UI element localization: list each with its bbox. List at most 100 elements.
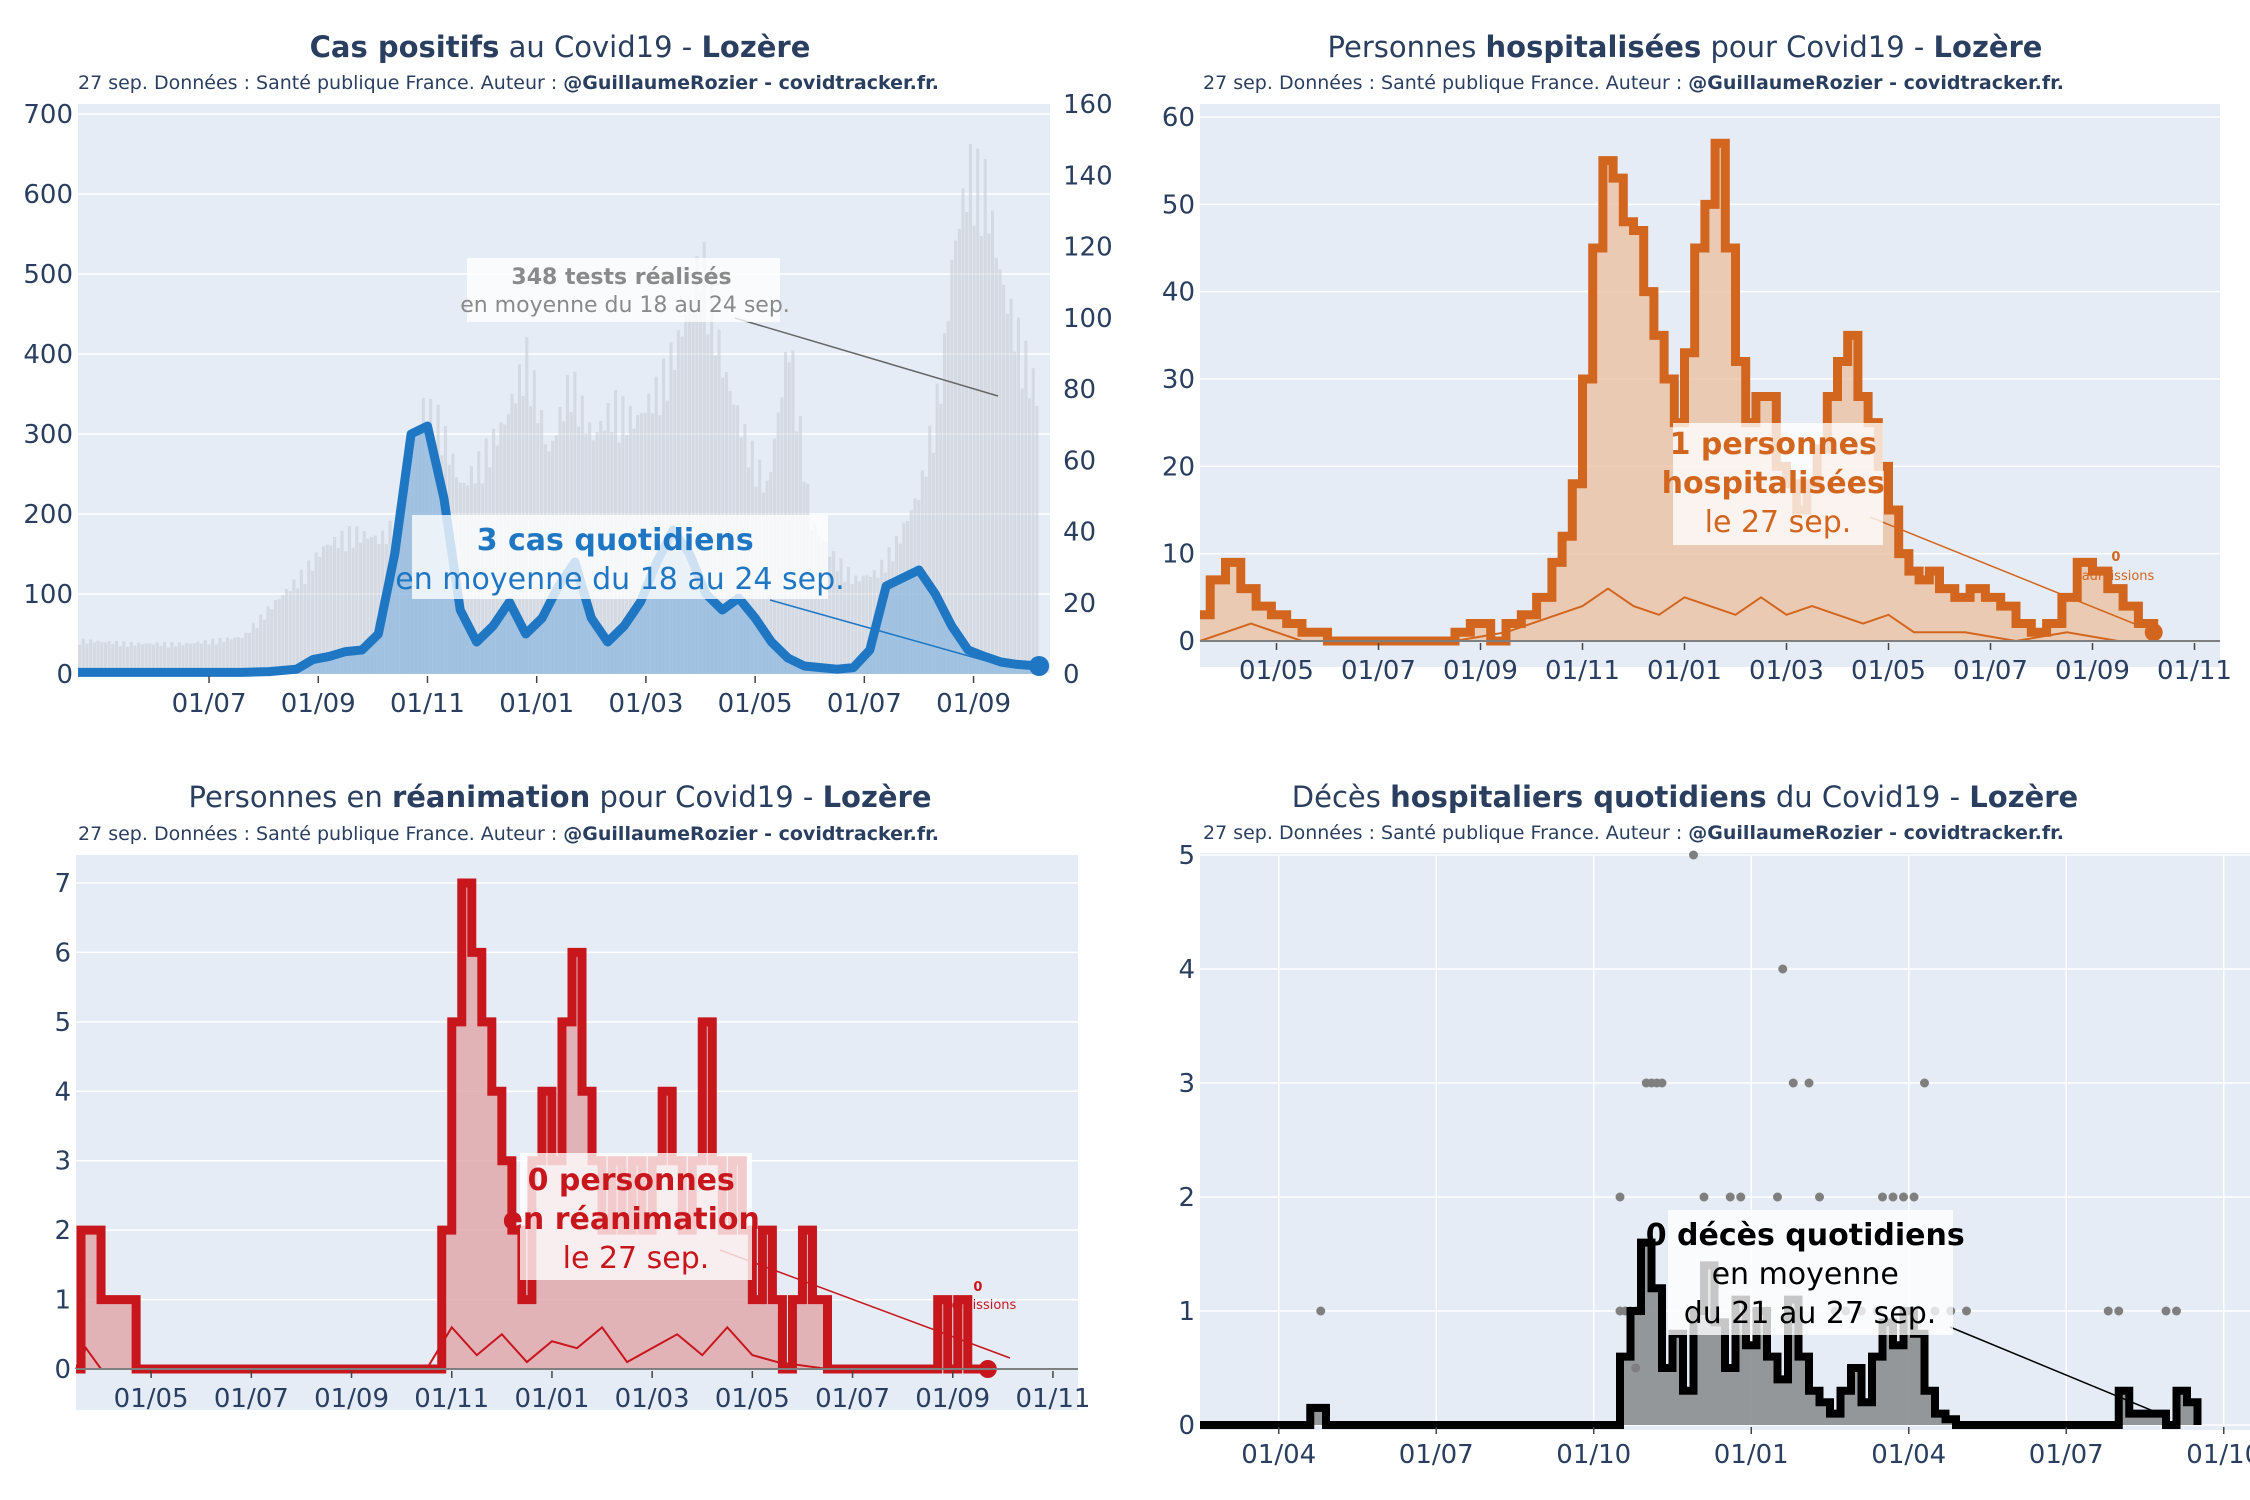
tests-bar — [207, 644, 211, 674]
tests-bar — [225, 637, 229, 674]
deces-point — [1920, 1078, 1929, 1088]
tests-bar — [151, 644, 156, 674]
hosp-annotation-arrow — [1869, 516, 2141, 627]
deces-point — [1788, 1078, 1798, 1088]
x-axis-ticks: 01/05 01/07 01/09 01/11 01/01 01/03 01/05 01/07… — [1239, 643, 2232, 686]
y-tick-label: 30 — [1162, 365, 1195, 395]
tests-bar — [691, 300, 695, 674]
y-tick-label: 700 — [23, 100, 73, 130]
tests-bar — [196, 641, 200, 674]
tests-bar — [333, 536, 337, 674]
deces-point — [1773, 1192, 1782, 1202]
deces-point — [1615, 1192, 1625, 1202]
y-axis-ticks: 0 100 200 300 400 500 600 700 — [23, 100, 73, 690]
tests-bar — [835, 571, 839, 674]
deces-point — [1888, 1192, 1898, 1202]
tests-bar — [78, 644, 82, 674]
last-value-marker — [1029, 656, 1050, 676]
tests-bar — [358, 542, 363, 674]
tests-bar — [1031, 368, 1035, 674]
y-tick-label: 0 — [1178, 627, 1195, 657]
tests-bar — [148, 643, 152, 674]
hospitalisations-line — [1200, 138, 2159, 646]
tests-bar — [1002, 284, 1006, 674]
x-tick-label: 01/04 — [1241, 1440, 1316, 1470]
tests-bar — [1035, 405, 1039, 674]
tests-bar — [869, 576, 873, 674]
deces-annotation-arrow — [1949, 1326, 2171, 1419]
tests-bar — [89, 639, 93, 674]
tests-bar — [710, 283, 714, 674]
tests-bar — [233, 637, 237, 674]
x-tick-label: 01/07 — [2029, 1440, 2104, 1470]
deces-annotation: 0 décès quotidiens en moyenne du 21 au 2… — [1646, 1218, 1975, 1331]
tests-bar — [946, 321, 950, 674]
tests-bar — [303, 584, 307, 674]
y2-axis-ticks: 0 20 40 60 80 100 120 140 160 — [1063, 90, 1113, 690]
deces-point — [1899, 1192, 1908, 1202]
x-tick-label: 01/01 — [1647, 656, 1722, 686]
tests-bar — [832, 551, 836, 674]
y-tick-label: 5 — [1178, 841, 1195, 871]
y-axis-ticks: 0 10 20 30 40 50 60 — [1162, 103, 1195, 657]
tests-bar — [857, 581, 862, 674]
x-tick-label: 01/07 — [1953, 656, 2028, 686]
y2-tick-label: 60 — [1063, 446, 1096, 476]
tests-bar — [820, 540, 825, 674]
tests-bar — [277, 599, 281, 674]
tests-bar — [1020, 388, 1024, 674]
tests-bar — [236, 637, 241, 674]
x-tick-label: 01/07 — [827, 689, 902, 719]
tests-bar — [122, 641, 126, 674]
y-tick-label: 200 — [23, 500, 73, 530]
chart-subtitle: 27 sep. Données : Santé publique France.… — [78, 72, 939, 94]
tests-bar — [81, 638, 85, 674]
tests-bar — [251, 623, 255, 674]
tests-bar — [809, 530, 813, 674]
tests-bar — [968, 144, 972, 674]
x-tick-label: 01/09 — [314, 1384, 389, 1414]
x-tick-label: 01/11 — [390, 689, 465, 719]
tests-bar — [129, 641, 133, 674]
tests-bar — [972, 225, 976, 674]
deces-point — [1316, 1306, 1326, 1316]
x-tick-label: 01/11 — [414, 1384, 489, 1414]
tests-bar — [170, 641, 174, 674]
y-tick-label: 2 — [1178, 1183, 1195, 1213]
y-tick-label: 0 — [54, 1355, 71, 1385]
tests-bar — [307, 560, 311, 674]
deces-point — [1657, 1078, 1667, 1088]
tests-bar — [137, 642, 141, 674]
x-tick-label: 01/10 — [1556, 1440, 1631, 1470]
x-tick-label: 01/11 — [1015, 1384, 1090, 1414]
tests-bar — [118, 646, 122, 674]
x-tick-label: 01/07 — [214, 1384, 289, 1414]
tests-bar — [861, 575, 865, 674]
tests-bar — [979, 236, 984, 674]
deces-point — [1878, 1192, 1887, 1202]
y-tick-label: 6 — [54, 938, 71, 968]
y-tick-label: 400 — [23, 340, 73, 370]
cases-annotation-box — [412, 515, 828, 599]
tests-bar — [336, 547, 340, 674]
tests-bar — [865, 575, 869, 674]
deces-point — [1815, 1192, 1824, 1202]
tests-bar — [166, 647, 170, 674]
tests-bar — [140, 644, 144, 674]
x-tick-label: 01/05 — [1239, 656, 1314, 686]
tests-bar — [954, 240, 958, 674]
x-tick-label: 01/07 — [815, 1384, 890, 1414]
x-tick-label: 01/05 — [114, 1384, 189, 1414]
deces-point — [1909, 1192, 1919, 1202]
y-tick-label: 2 — [54, 1216, 71, 1246]
x-axis-ticks: 01/05 01/07 01/09 01/11 01/01 01/03 01/05 01/07… — [114, 1371, 1090, 1414]
tests-bar — [85, 643, 89, 674]
panel-hospitalisations: Personnes hospitalisées pour Covid19 - L… — [1162, 30, 2232, 686]
y-tick-label: 0 — [56, 660, 73, 690]
y-tick-label: 300 — [23, 420, 73, 450]
x-tick-label: 01/10 — [2186, 1440, 2250, 1470]
tests-bar — [935, 383, 939, 674]
y2-tick-label: 160 — [1063, 90, 1113, 120]
tests-bar — [669, 342, 673, 674]
x-tick-label: 01/07 — [1399, 1440, 1474, 1470]
